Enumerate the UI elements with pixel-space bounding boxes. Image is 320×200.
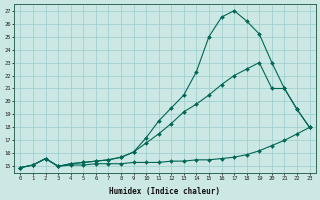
X-axis label: Humidex (Indice chaleur): Humidex (Indice chaleur) [109, 187, 220, 196]
